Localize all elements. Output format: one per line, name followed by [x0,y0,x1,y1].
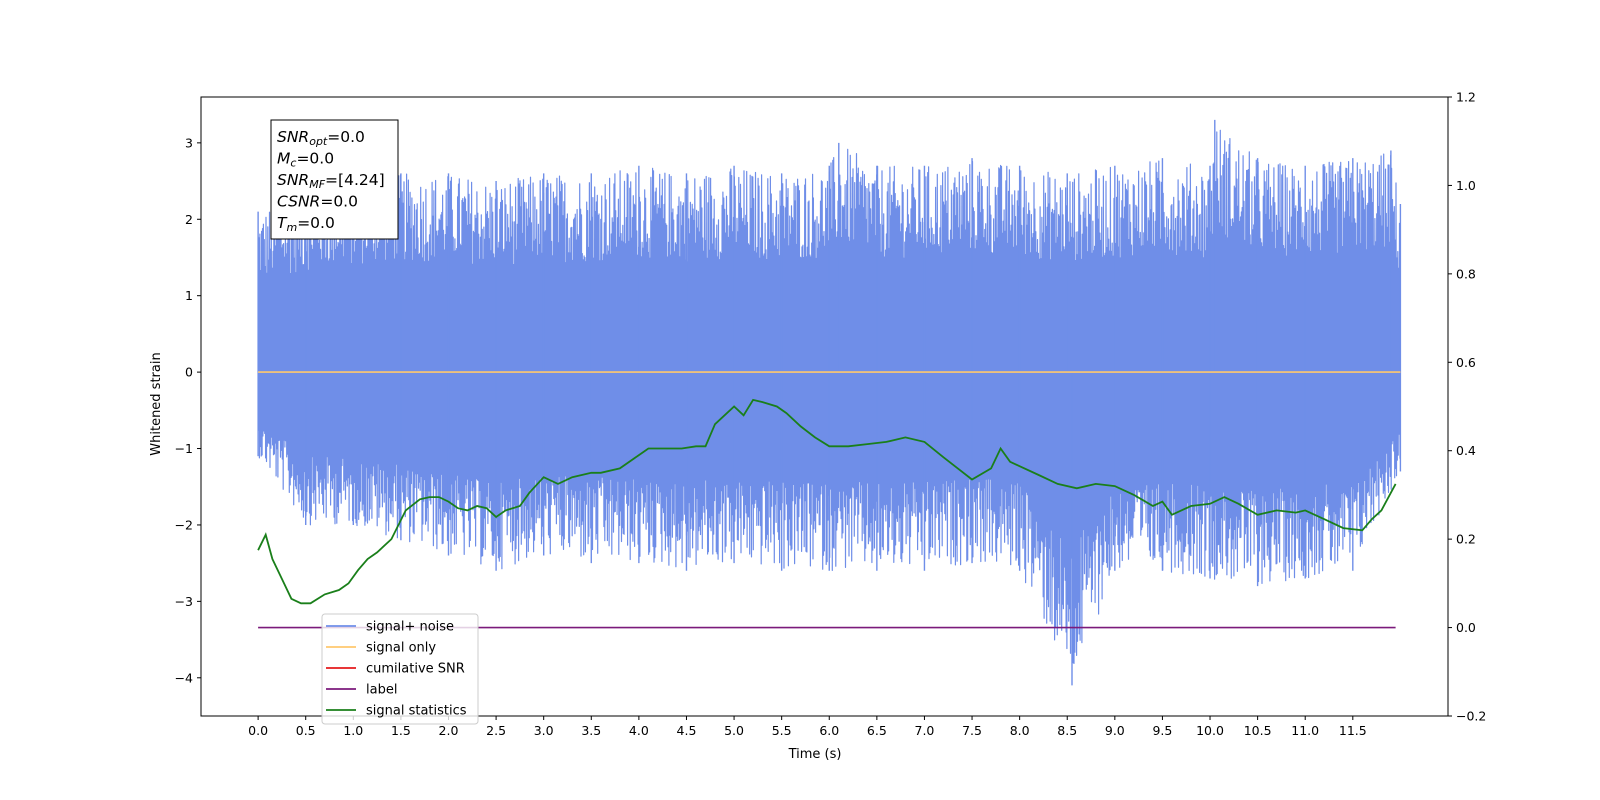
y-right-tick-label: 0.4 [1456,443,1476,458]
legend-frame [321,613,479,725]
axes: 0.0 0.5 1.0 1.5 2.0 2.5 3.0 3.5 4.0 4.5 5.0 5.5 6.0 6… [175,90,1487,739]
y-axis-label: Whitened strain [149,352,164,455]
info-box-line: Mc=0.0 [277,150,334,170]
y-left-tick-label: 3 [185,135,193,150]
info-box-line: SNRopt=0.0 [277,128,365,148]
x-tick-label: 1.0 [343,723,363,738]
legend: signal+ noise signal only cumilative SNR la… [321,613,479,725]
info-box-frame [270,119,399,240]
x-tick-label: 4.0 [629,723,649,738]
x-tick-label: 7.0 [915,723,935,738]
x-tick-label: 0.0 [248,723,268,738]
plot-frame [200,96,1449,717]
y-right-tick-label: 1.2 [1456,90,1476,105]
y-right-tick-label: −0.2 [1456,709,1486,724]
y-right-tick-label: 0.2 [1456,532,1476,547]
y-left-tick-label: −4 [175,670,193,685]
y-right-tick-label: 0.0 [1456,620,1476,635]
x-tick-label: 3.5 [581,723,601,738]
legend-label: label [366,683,397,698]
y-left-tick-label: 1 [185,288,193,303]
series-signal-statistics [257,398,1397,605]
legend-label: cumilative SNR [366,662,465,677]
x-tick-label: 9.5 [1152,723,1172,738]
y-left-tick-label: 2 [185,212,193,227]
x-tick-label: 11.0 [1291,723,1319,738]
legend-label: signal statistics [366,704,467,719]
y-left-tick-label: −2 [175,517,193,532]
x-tick-label: 9.0 [1105,723,1125,738]
x-tick-label: 6.0 [819,723,839,738]
x-tick-label: 11.5 [1339,723,1367,738]
x-tick-label: 8.0 [1010,723,1030,738]
y-left-tick-label: −3 [175,594,193,609]
x-tick-label: 5.0 [724,723,744,738]
x-tick-label: 0.5 [296,723,316,738]
x-tick-label: 2.5 [486,723,506,738]
y-right-tick-label: 0.8 [1456,266,1476,281]
x-tick-label: 10.5 [1244,723,1272,738]
x-tick-label: 2.0 [439,723,459,738]
x-tick-label: 3.0 [534,723,554,738]
y-left-tick-label: −1 [175,441,193,456]
x-tick-label: 8.5 [1057,723,1077,738]
info-box-line: SNRMF=[4.24] [277,171,385,191]
legend-label: signal only [366,641,436,656]
legend-label: signal+ noise [366,620,454,635]
x-tick-label: 4.5 [677,723,697,738]
plot-area [257,119,1402,686]
x-tick-label: 5.5 [772,723,792,738]
x-tick-label: 10.0 [1196,723,1224,738]
x-tick-label: 6.5 [867,723,887,738]
x-tick-label: 7.5 [962,723,982,738]
info-box-line: Tm=0.0 [277,214,335,234]
info-box-line: CSNR=0.0 [277,193,358,211]
x-tick-label: 1.5 [391,723,411,738]
x-axis-label: Time (s) [788,747,842,762]
y-left-tick-label: 0 [185,365,193,380]
y-right-tick-label: 0.6 [1456,355,1476,370]
y-right-tick-label: 1.0 [1456,178,1476,193]
